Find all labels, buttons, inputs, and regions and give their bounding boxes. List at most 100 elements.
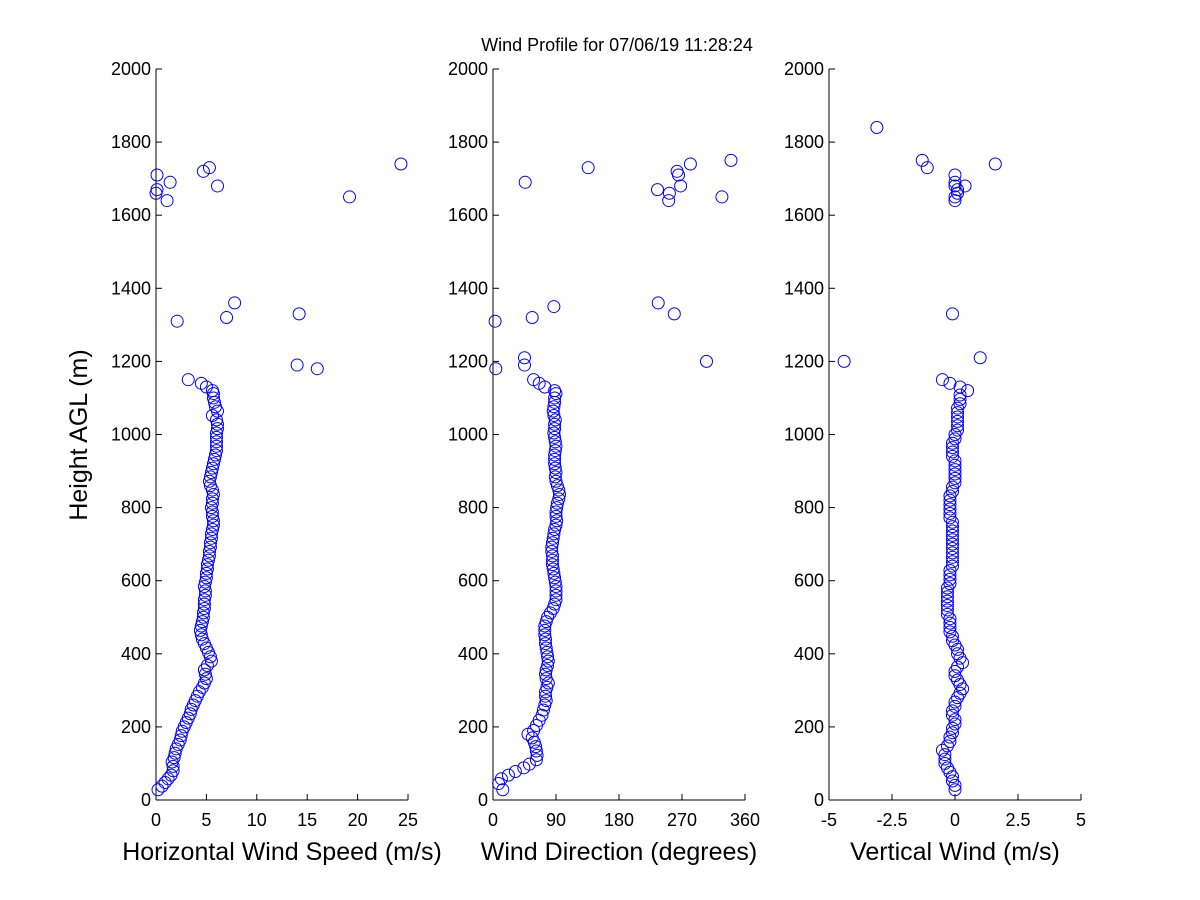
data-point (548, 575, 562, 589)
data-point (203, 479, 217, 493)
data-point (203, 540, 217, 554)
data-point (662, 194, 676, 208)
y-axis-label: Height AGL (m) (65, 349, 93, 520)
data-point (552, 492, 566, 506)
data-point (547, 300, 561, 314)
data-point (550, 501, 564, 515)
chart-title: Wind Profile for 07/06/19 11:28:24 (481, 35, 753, 55)
data-point (953, 388, 967, 402)
data-point (206, 487, 220, 501)
data-point (948, 467, 962, 481)
data-point (546, 562, 560, 576)
data-point (163, 175, 177, 189)
data-point (948, 699, 962, 713)
data-point (204, 466, 218, 480)
data-point (948, 471, 962, 485)
data-point (549, 588, 563, 602)
data-point (672, 168, 685, 182)
data-point (548, 422, 562, 436)
data-point (546, 549, 559, 563)
data-point (197, 597, 211, 611)
data-point (529, 753, 543, 767)
x-tick-label: 0 (488, 810, 498, 830)
y-tick-label: 1000 (448, 425, 488, 445)
data-point (205, 408, 219, 422)
data-point (549, 584, 563, 598)
data-point (210, 422, 224, 436)
data-point (951, 410, 965, 424)
data-point (541, 650, 555, 664)
data-point (501, 768, 515, 782)
data-point (290, 358, 304, 372)
data-point (540, 645, 554, 659)
data-point (228, 296, 242, 310)
data-point (951, 419, 965, 433)
data-point (945, 634, 959, 648)
data-point (488, 314, 502, 328)
data-point (206, 514, 220, 528)
data-point (945, 533, 959, 547)
data-point (953, 397, 967, 411)
data-point (538, 628, 552, 642)
x-tick-label: 5 (1076, 810, 1086, 830)
x-tick-label: 0 (151, 810, 161, 830)
data-point (581, 161, 595, 175)
data-point (204, 527, 218, 541)
data-point (548, 571, 562, 585)
data-point (529, 744, 543, 758)
data-point (948, 476, 962, 490)
data-point (943, 625, 957, 639)
data-point (198, 584, 212, 598)
data-point (948, 168, 962, 182)
data-point (549, 505, 563, 519)
data-point (547, 400, 561, 414)
data-point (197, 593, 211, 607)
data-point (553, 487, 566, 501)
data-point (541, 654, 555, 668)
data-point (545, 544, 559, 558)
x-tick-label: 15 (297, 810, 317, 830)
x-tick-label: 2.5 (1005, 810, 1030, 830)
data-point (943, 493, 957, 507)
data-point (206, 518, 220, 532)
y-tick-label: 800 (121, 498, 151, 518)
y-tick-label: 600 (121, 571, 151, 591)
data-point (651, 183, 664, 197)
data-point (167, 751, 181, 765)
data-point (151, 783, 165, 797)
data-point (548, 430, 562, 444)
data-point (310, 362, 324, 376)
data-point (948, 179, 962, 193)
data-point (945, 555, 959, 569)
data-point (173, 733, 187, 747)
data-point (546, 536, 559, 550)
data-point (943, 765, 957, 779)
data-point (200, 658, 214, 672)
data-point (943, 620, 957, 634)
data-point (945, 774, 959, 788)
data-point (208, 400, 222, 414)
data-point (196, 606, 210, 620)
data-point (651, 296, 665, 310)
data-point (948, 175, 962, 189)
x-axis-label: Vertical Wind (m/s) (850, 838, 1060, 866)
y-tick-label: 0 (478, 790, 488, 810)
data-point (549, 580, 563, 594)
data-point (166, 759, 180, 773)
data-point (935, 373, 949, 387)
data-point (539, 672, 553, 686)
data-point (197, 601, 211, 615)
data-point (951, 406, 965, 420)
data-point (200, 558, 214, 572)
data-point (945, 485, 959, 499)
y-tick-label: 600 (794, 571, 824, 591)
data-point (546, 553, 559, 567)
data-point (181, 373, 195, 387)
data-point (943, 568, 957, 582)
data-point (209, 439, 223, 453)
y-tick-label: 1400 (784, 278, 824, 298)
data-point (205, 505, 219, 519)
data-point (522, 757, 536, 771)
data-point (539, 667, 552, 681)
data-point (945, 307, 959, 321)
